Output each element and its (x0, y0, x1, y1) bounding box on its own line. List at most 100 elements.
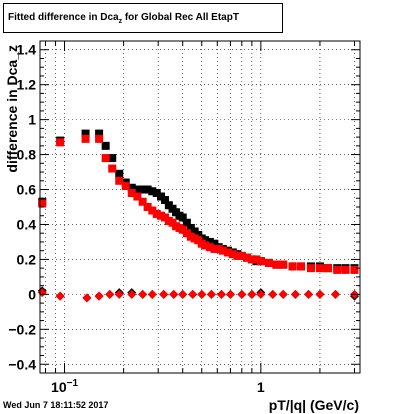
red-square-marker (237, 251, 246, 260)
x-tick-exponent: −1 (67, 378, 79, 389)
red-square-marker (324, 264, 333, 273)
plot-frame (39, 40, 361, 374)
red-diamond-marker (206, 289, 216, 299)
red-diamond-marker (278, 289, 288, 299)
red-square-marker (218, 246, 227, 255)
red-diamond-marker (237, 289, 247, 299)
black-square-marker (101, 141, 110, 150)
y-tick-label: −0.2 (8, 321, 36, 337)
red-diamond-marker (225, 289, 235, 299)
red-square-marker (133, 192, 142, 201)
x-tick-label: 1 (257, 379, 265, 395)
red-square-marker (138, 197, 147, 206)
black-square-marker (205, 237, 214, 246)
black-square-marker (143, 185, 152, 194)
timestamp-label: Wed Jun 7 18:11:52 2017 (3, 400, 109, 410)
red-diamond-marker (147, 289, 157, 299)
red-square-marker (228, 250, 237, 259)
red-square-marker (223, 248, 232, 257)
red-square-marker (95, 134, 104, 143)
red-diamond-marker (197, 289, 207, 299)
y-tick-label: 0.6 (17, 182, 37, 198)
y-tick-label: 0.2 (17, 251, 37, 267)
black-square-marker (148, 187, 157, 196)
red-diamond-marker (138, 289, 148, 299)
red-square-marker (127, 189, 136, 198)
title-suffix: for Global Rec All EtapT (122, 12, 239, 23)
red-square-marker (121, 182, 130, 191)
data-markers (37, 129, 359, 303)
red-diamond-marker (178, 289, 188, 299)
red-diamond-marker (304, 289, 314, 299)
red-diamond-marker (188, 289, 198, 299)
red-diamond-marker (247, 289, 257, 299)
red-square-marker (178, 225, 187, 234)
red-square-marker (143, 203, 152, 211)
y-tick-label: 1 (28, 112, 36, 128)
red-square-marker (306, 264, 315, 273)
black-square-marker (152, 189, 161, 198)
red-square-marker (201, 241, 210, 250)
x-axis-label: pT/|q| (GeV/c) (269, 397, 359, 413)
y-tick-label: −0.4 (8, 356, 36, 372)
black-square-marker (108, 154, 117, 163)
red-diamond-marker (315, 289, 325, 299)
red-diamond-marker (105, 289, 115, 299)
y-tick-label: 0.4 (17, 216, 37, 232)
black-square-marker (138, 185, 147, 194)
red-square-marker (233, 251, 242, 260)
red-square-marker (264, 258, 273, 267)
red-square-marker (341, 265, 350, 274)
red-square-marker (148, 206, 157, 215)
red-square-marker (333, 265, 342, 274)
grid-lines (40, 41, 360, 373)
red-square-marker (101, 154, 110, 163)
axis-ticks: −0.4 −0.2 0 0.2 0.4 0.6 0.8 1 1.2 1.4 10−1 1 (8, 40, 360, 395)
black-square-marker (156, 192, 165, 201)
black-square-marker (95, 129, 104, 138)
red-square-marker (296, 262, 305, 271)
red-diamond-marker (169, 289, 179, 299)
red-square-marker (242, 253, 251, 262)
red-square-marker (256, 257, 265, 266)
red-square-marker (115, 176, 124, 185)
red-square-marker (108, 164, 117, 173)
black-square-marker (115, 169, 124, 178)
red-square-marker (81, 134, 90, 143)
red-diamond-marker (82, 293, 92, 303)
black-square-marker (127, 183, 136, 192)
black-square-marker (133, 185, 142, 194)
red-square-marker (156, 211, 165, 220)
red-square-marker (214, 244, 223, 253)
red-diamond-marker (268, 289, 278, 299)
title-prefix: Fitted difference in Dca (8, 12, 119, 23)
title-subscript: z (118, 18, 123, 25)
black-square-marker (161, 196, 170, 205)
x-tick-label: 10−1 (51, 378, 78, 395)
red-diamond-marker (216, 289, 226, 299)
black-square-marker (182, 218, 191, 227)
chart-title: Fitted difference in Dcaz for Global Rec… (3, 3, 283, 33)
y-axis-label: difference in Dca_z (4, 45, 20, 173)
y-tick-label: 0 (28, 286, 36, 302)
red-square-marker (205, 243, 214, 252)
red-square-marker (279, 260, 288, 269)
red-square-marker (350, 265, 359, 274)
red-square-marker (38, 199, 47, 208)
y-tick-label: 1.2 (17, 77, 37, 93)
red-diamond-marker (127, 289, 137, 299)
red-diamond-marker (330, 289, 340, 299)
red-square-marker (315, 264, 324, 273)
red-diamond-marker (94, 291, 104, 301)
red-square-marker (288, 262, 297, 271)
red-square-marker (152, 209, 161, 218)
red-diamond-marker (159, 289, 169, 299)
red-diamond-marker (290, 289, 300, 299)
black-square-marker (178, 213, 187, 222)
red-square-marker (56, 138, 65, 147)
red-diamond-marker (55, 291, 65, 301)
y-tick-label: 1.4 (17, 42, 37, 58)
red-square-marker (247, 255, 256, 264)
red-square-marker (272, 260, 281, 269)
